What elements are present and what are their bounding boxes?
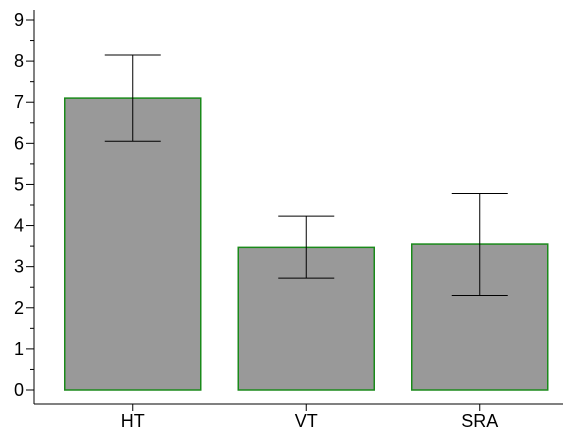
y-tick-label: 5: [14, 174, 24, 194]
y-tick-label: 7: [14, 92, 24, 112]
y-tick-label: 9: [14, 10, 24, 30]
y-axis: 0 1 2 3 4 5 6 7 8 9: [14, 10, 35, 404]
y-tick-label: 6: [14, 133, 24, 153]
y-tick-label: 8: [14, 51, 24, 71]
x-tick-label: VT: [295, 411, 318, 430]
y-tick-label: 4: [14, 216, 24, 236]
y-tick-label: 2: [14, 298, 24, 318]
y-tick-label: 3: [14, 257, 24, 277]
y-tick-label: 1: [14, 339, 24, 359]
y-tick-label: 0: [14, 380, 24, 400]
bars: [64, 97, 549, 391]
x-tick-label: HT: [121, 411, 145, 430]
bar-ht: [64, 97, 202, 391]
error-bars: [104, 54, 508, 296]
x-tick-label: SRA: [461, 411, 498, 430]
x-axis: HT VT SRA: [34, 403, 563, 430]
